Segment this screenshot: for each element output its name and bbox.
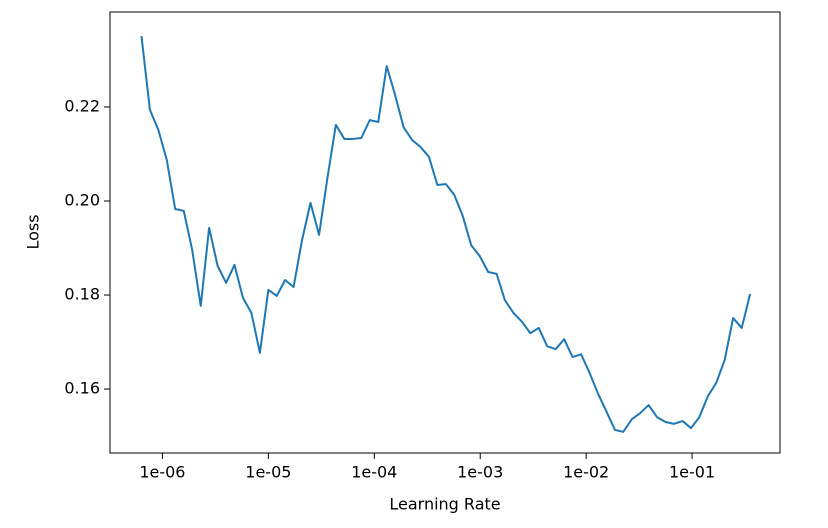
loss-line bbox=[140, 35, 752, 433]
x-tick-label: 1e-01 bbox=[669, 463, 715, 482]
y-tick-label: 0.18 bbox=[64, 285, 100, 304]
plot-frame bbox=[109, 11, 781, 454]
y-tick-label: 0.22 bbox=[64, 96, 100, 115]
y-tick-label: 0.20 bbox=[64, 191, 100, 210]
x-tick-label: 1e-06 bbox=[139, 463, 185, 482]
x-tick-label: 1e-03 bbox=[457, 463, 503, 482]
x-tick-label: 1e-04 bbox=[351, 463, 397, 482]
x-tick-label: 1e-02 bbox=[563, 463, 609, 482]
x-axis-label: Learning Rate bbox=[389, 495, 500, 514]
y-axis-label: Loss bbox=[24, 214, 43, 249]
x-tick-label: 1e-05 bbox=[245, 463, 291, 482]
y-tick-label: 0.16 bbox=[64, 379, 100, 398]
